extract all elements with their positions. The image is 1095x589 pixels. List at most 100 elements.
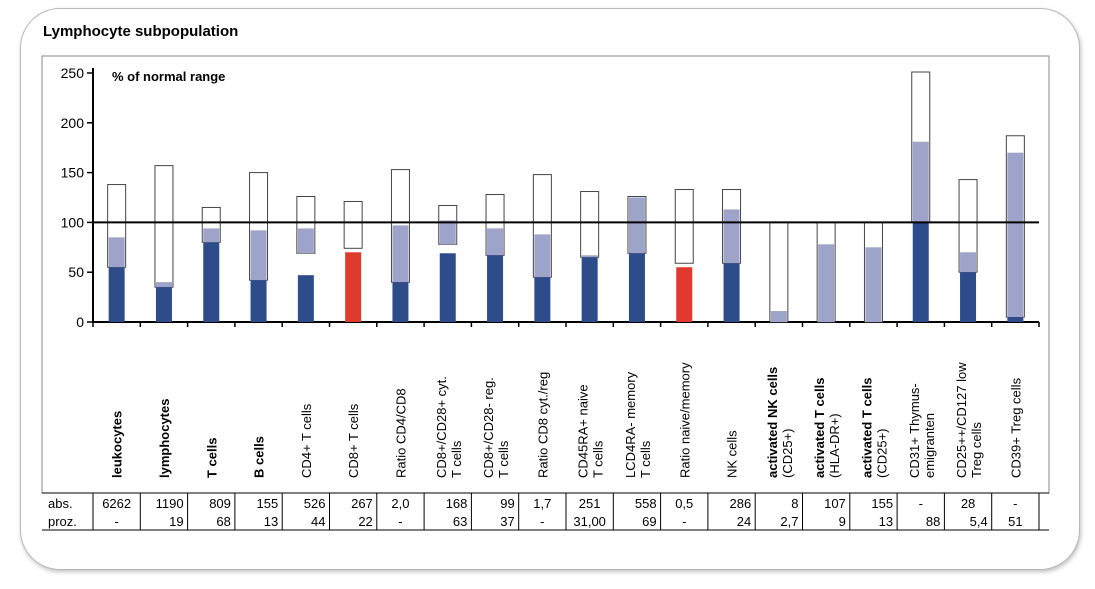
table-cell-abs: 251: [579, 496, 601, 511]
range-fill: [1007, 152, 1024, 318]
category-label: CD4+ T cells: [299, 403, 314, 478]
value-bar: [250, 280, 267, 322]
category-sublabel: (CD25+): [780, 429, 795, 479]
table-cell-abs: 1,7: [533, 496, 551, 511]
category-label: Ratio CD8 cyt./reg: [535, 372, 550, 478]
table-cell-abs: -: [1013, 496, 1017, 511]
table-cell-proz: 69: [642, 514, 656, 529]
category-label: LCD4RA- memory: [623, 371, 638, 478]
range-fill: [912, 141, 929, 223]
range-fill: [723, 209, 740, 264]
category-label: CD45RA+ naive: [576, 384, 591, 478]
y-tick-label: 150: [61, 165, 85, 181]
category-labels: leukocytes lymphocytes T cells B cells CD4+ …: [110, 362, 1024, 478]
range-box: [154, 165, 174, 288]
chart-title: % of normal range: [112, 69, 225, 84]
value-bar: [960, 272, 977, 322]
range-fill: [818, 244, 835, 322]
value-bar: [155, 287, 172, 322]
range-fill: [439, 220, 456, 245]
y-tick-label: 50: [68, 264, 84, 280]
value-bar: [723, 263, 740, 322]
table-cell-proz: 24: [737, 514, 751, 529]
table-cell-proz: 9: [839, 514, 846, 529]
value-bar: [439, 253, 456, 322]
bars: [93, 71, 1039, 323]
category-sublabel: emigranten: [922, 413, 937, 478]
table-cell-proz: 2,7: [780, 514, 798, 529]
row-label-proz: proz.: [48, 514, 77, 529]
category-label: CD8+/CD28+ cyt.: [434, 376, 449, 478]
value-bar: [392, 282, 409, 322]
value-bar: [108, 267, 125, 322]
category-sublabel: (HLA-DR+): [827, 413, 842, 478]
value-bar: [487, 255, 504, 322]
category-label: CD31+ Thymus-: [907, 383, 922, 478]
table-cell-proz: 5,4: [970, 514, 988, 529]
range-fill: [155, 282, 172, 288]
value-bar: [628, 253, 645, 322]
category-label: CD25++/CD127 low: [954, 362, 969, 478]
category-label: lymphocytes: [157, 399, 172, 478]
table-cell-proz: 68: [216, 514, 230, 529]
table-cell-abs: 155: [871, 496, 893, 511]
range-fill: [960, 252, 977, 273]
value-bar: [345, 252, 362, 322]
range-fill: [581, 255, 598, 258]
y-tick-label: 100: [61, 214, 85, 230]
value-bar: [581, 257, 598, 322]
table-cell-proz: 22: [358, 514, 372, 529]
value-table: abs. proz. 6262 1190 809 155 526 267 2,0 168 99 1,7…: [42, 492, 1049, 531]
value-bar: [203, 242, 220, 322]
category-label: CD8+ T cells: [346, 403, 361, 478]
range-fill: [297, 228, 314, 254]
value-bar: [1007, 317, 1024, 322]
panel-title: Lymphocyte subpopulation: [43, 23, 239, 40]
category-label: B cells: [252, 436, 267, 478]
category-label: CD8+/CD28- reg.: [481, 377, 496, 478]
table-cell-abs: 0,5: [675, 496, 693, 511]
category-sublabel: Treg cells: [969, 422, 984, 478]
range-fill: [250, 230, 267, 281]
table-cell-proz: -: [114, 514, 118, 529]
range-fill: [628, 197, 645, 254]
category-label: activated T cells: [812, 378, 827, 478]
category-label: leukocytes: [110, 411, 125, 478]
range-fill: [865, 247, 882, 322]
category-sublabel: T cells: [449, 440, 464, 478]
range-box: [343, 200, 363, 249]
category-sublabel: (CD25+): [874, 429, 889, 479]
category-label: NK cells: [725, 430, 740, 478]
table-cell-proz: -: [682, 514, 686, 529]
range-fill: [203, 228, 220, 243]
table-cell-abs: 558: [635, 496, 657, 511]
table-cell-abs: 155: [256, 496, 278, 511]
category-label: activated NK cells: [765, 367, 780, 478]
range-box: [769, 221, 789, 323]
table-cell-proz: 13: [879, 514, 893, 529]
y-tick-label: 250: [61, 65, 85, 81]
range-fill: [392, 225, 409, 283]
range-fill: [534, 234, 551, 278]
table-cell-abs: 107: [824, 496, 846, 511]
table-cell-proz: -: [398, 514, 402, 529]
table-cell-abs: 809: [209, 496, 231, 511]
table-cell-abs: 6262: [102, 496, 131, 511]
table-cell-proz: 13: [264, 514, 278, 529]
category-label: CD39+ Treg cells: [1008, 377, 1023, 478]
table-cell-abs: 286: [729, 496, 751, 511]
table-cell-abs: 2,0: [391, 496, 409, 511]
table-cell-abs: 267: [351, 496, 373, 511]
range-fill: [487, 228, 504, 256]
table-cell-abs: 99: [500, 496, 514, 511]
table-cell-abs: -: [919, 496, 923, 511]
table-cell-proz: 37: [500, 514, 514, 529]
value-bar: [912, 222, 929, 322]
value-bar: [676, 267, 693, 322]
table-cell-proz: -: [540, 514, 544, 529]
category-sublabel: T cells: [591, 440, 606, 478]
table-cell-proz: 88: [926, 514, 940, 529]
range-box: [580, 191, 600, 258]
table-cell-proz: 19: [169, 514, 183, 529]
value-bar: [297, 275, 314, 322]
